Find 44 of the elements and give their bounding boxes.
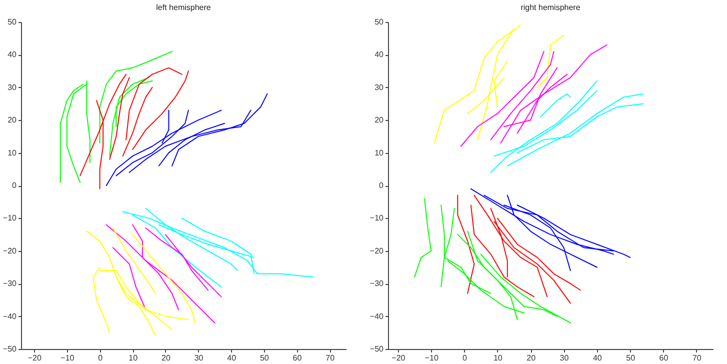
x-tick-label: 0 <box>98 354 104 362</box>
y-tick-label: 50 <box>374 18 384 26</box>
x-tick-label: −20 <box>28 354 42 362</box>
x-tick-label: 20 <box>526 354 536 362</box>
y-tick-label: 10 <box>8 148 18 158</box>
y-tick-label: −30 <box>2 279 18 288</box>
y-tick-label: −40 <box>2 312 18 321</box>
y-tick-label: −20 <box>370 246 384 256</box>
y-tick-label: 30 <box>374 82 384 92</box>
x-tick-label: −10 <box>424 354 439 362</box>
x-tick-label: 70 <box>326 354 336 362</box>
x-tick-label: 60 <box>659 354 669 362</box>
x-tick-label: 10 <box>493 354 503 362</box>
y-tick-label: 0 <box>12 181 18 190</box>
x-tick-label: 20 <box>161 354 171 362</box>
y-tick-label: 20 <box>8 116 18 125</box>
x-tick-label: 50 <box>260 354 270 362</box>
y-tick-label: −40 <box>370 312 384 321</box>
chart-title: right hemisphere <box>520 3 581 12</box>
x-tick-label: 10 <box>128 354 138 362</box>
y-tick-label: −10 <box>2 214 18 223</box>
y-tick-label: −50 <box>2 344 18 354</box>
x-tick-label: 70 <box>692 354 702 362</box>
y-tick-label: 0 <box>379 181 384 190</box>
y-tick-label: −10 <box>370 214 384 223</box>
y-tick-label: −20 <box>2 246 18 256</box>
x-tick-label: 30 <box>194 354 204 362</box>
x-tick-label: 40 <box>227 354 237 362</box>
x-tick-label: 60 <box>292 354 302 362</box>
x-tick-label: 50 <box>626 354 636 362</box>
x-tick-label: 40 <box>592 354 602 362</box>
y-tick-label: 20 <box>374 116 384 125</box>
y-tick-label: 40 <box>8 50 18 60</box>
x-tick-label: −10 <box>60 354 75 362</box>
y-tick-label: 40 <box>374 50 384 60</box>
x-tick-label: 0 <box>462 354 468 362</box>
y-tick-label: 10 <box>374 148 384 158</box>
y-tick-label: 50 <box>8 18 18 26</box>
x-tick-label: 30 <box>560 354 570 362</box>
y-tick-label: −50 <box>370 344 384 354</box>
y-tick-label: −30 <box>370 279 384 288</box>
chart-title: left hemisphere <box>156 3 212 12</box>
y-tick-label: 30 <box>8 82 18 92</box>
x-tick-label: −20 <box>392 354 406 362</box>
